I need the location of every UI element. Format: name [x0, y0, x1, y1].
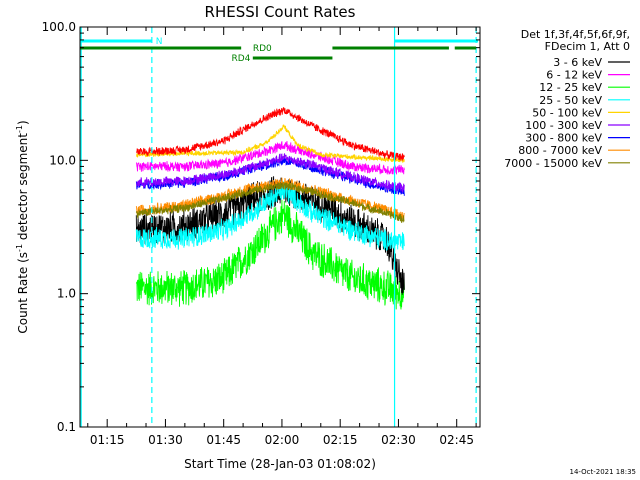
series-line-100-300kev	[135, 153, 405, 193]
x-tick-label: 01:15	[90, 433, 125, 447]
series-line-12-25kev	[135, 199, 405, 310]
x-tick-label: 02:00	[265, 433, 300, 447]
y-axis-title: Count Rate (s-1 detector segment-1)	[15, 120, 30, 333]
y-tick-label: 0.1	[57, 420, 76, 434]
y-axis-title-sup: -1	[15, 244, 24, 252]
series-line-800-7000kev	[135, 177, 405, 221]
y-axis-title-part: detector segment	[16, 133, 30, 244]
timestamp: 14-Oct-2021 18:35	[570, 468, 636, 476]
series-layer	[135, 107, 405, 310]
x-tick-label: 02:15	[323, 433, 358, 447]
series-line-25-50kev	[135, 180, 405, 251]
legend: Det 1f,3f,4f,5f,6f,9f,FDecim 1, Att 0 3 -…	[504, 28, 630, 170]
status-bar-label: RD0	[253, 44, 272, 54]
chart-title: RHESSI Count Rates	[205, 3, 356, 21]
legend-header: Det 1f,3f,4f,5f,6f,9f,	[521, 28, 630, 41]
legend-label: 25 - 50 keV	[539, 94, 602, 107]
series-line-7000-15000kev	[135, 180, 405, 223]
series-line-flare	[136, 107, 405, 162]
y-axis-title-sup: -1	[15, 125, 24, 133]
legend-label: 800 - 7000 keV	[518, 144, 602, 157]
legend-label: 50 - 100 keV	[532, 106, 602, 119]
legend-header: FDecim 1, Att 0	[545, 40, 630, 53]
legend-label: 6 - 12 keV	[546, 69, 602, 82]
series-line-50-100kev	[135, 124, 405, 163]
status-bar-label: RD4	[231, 54, 250, 64]
y-tick-label: 1.0	[57, 287, 76, 301]
status-bar-label: N	[156, 37, 163, 47]
y-axis-title-part: )	[16, 120, 30, 125]
x-tick-label: 02:30	[381, 433, 416, 447]
legend-label: 3 - 6 keV	[553, 56, 602, 69]
legend-label: 7000 - 15000 keV	[504, 157, 602, 170]
x-tick-label: 01:30	[148, 433, 183, 447]
y-axis-title-part: Count Rate (s	[16, 252, 30, 334]
legend-label: 12 - 25 keV	[539, 81, 602, 94]
x-tick-label: 02:45	[439, 433, 474, 447]
y-tick-label: 10.0	[49, 153, 76, 167]
x-axis-title: Start Time (28-Jan-03 01:08:02)	[184, 457, 376, 471]
axes: 01:15 01:30 01:45 02:00 02:15 02:30 02:45 0.1 1.…	[42, 20, 481, 447]
y-tick-label: 100.0	[42, 20, 76, 34]
legend-label: 300 - 800 keV	[525, 132, 602, 145]
vertical-markers	[80, 27, 477, 427]
legend-label: 100 - 300 keV	[525, 119, 602, 132]
series-line-6-12kev	[135, 141, 405, 176]
x-tick-label: 01:45	[206, 433, 241, 447]
plot-frame	[79, 26, 481, 428]
